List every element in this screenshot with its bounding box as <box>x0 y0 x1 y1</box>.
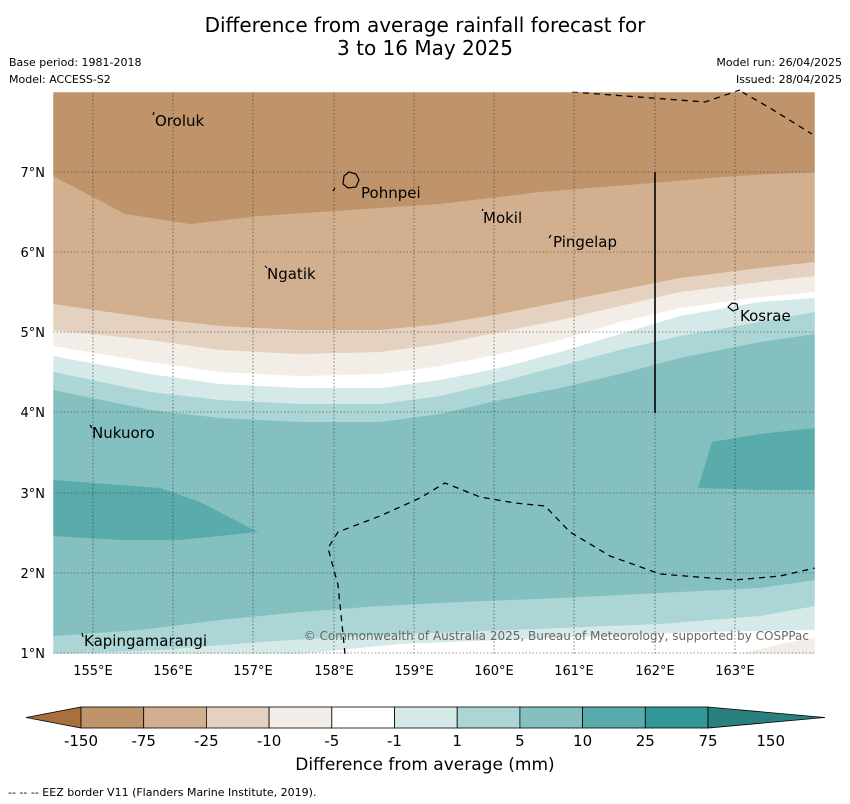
graticule <box>53 92 815 654</box>
lon-label-155e: 155°E <box>73 664 113 679</box>
lat-label-5n: 5°N <box>21 326 46 341</box>
field-minus1-minus5-south <box>740 638 815 654</box>
colorbar-tick-label: 10 <box>573 732 592 750</box>
lon-label-160e: 160°E <box>474 664 514 679</box>
place-label-nukuoro: Nukuoro <box>92 424 155 442</box>
colorbar-segment <box>268 706 333 729</box>
place-label-ngatik: Ngatik <box>267 265 316 283</box>
model-run: Model run: 26/04/2025 <box>716 56 842 69</box>
pohnpei-islet-marker <box>332 187 336 192</box>
lat-label-3n: 3°N <box>21 487 46 502</box>
longitude-axis: 155°E 156°E 157°E 158°E 159°E 160°E 161°… <box>73 664 755 679</box>
lat-label-6n: 6°N <box>21 246 46 261</box>
colorbar-tick-label: -75 <box>131 732 156 750</box>
lon-label-162e: 162°E <box>635 664 675 679</box>
map-frame <box>52 91 816 655</box>
colorbar-segment <box>205 706 270 729</box>
eez-borders <box>327 89 816 655</box>
colorbar-tick-label: 150 <box>756 732 785 750</box>
colorbar-segment <box>456 706 521 729</box>
ngatik-atoll-marker <box>264 265 268 269</box>
latitude-axis: 7°N 6°N 5°N 4°N 3°N 2°N 1°N <box>21 166 46 662</box>
lat-label-7n: 7°N <box>21 166 46 181</box>
place-label-mokil: Mokil <box>483 209 522 227</box>
colorbar-tick-label: -150 <box>64 732 98 750</box>
pohnpei-island-outline <box>342 171 360 189</box>
colorbar-tick-label: 75 <box>698 732 717 750</box>
lon-label-163e: 163°E <box>715 664 755 679</box>
issued-date: Issued: 28/04/2025 <box>735 73 842 86</box>
mokil-atoll-marker <box>481 208 484 212</box>
place-label-pohnpei: Pohnpei <box>361 184 421 202</box>
islands <box>81 111 739 638</box>
lat-label-2n: 2°N <box>21 567 46 582</box>
colorbar-title: Difference from average (mm) <box>295 755 555 775</box>
field-neutral-south <box>300 630 815 654</box>
copyright-notice: © Commonwealth of Australia 2025, Bureau… <box>304 629 809 643</box>
colorbar-tick-label: -1 <box>387 732 402 750</box>
place-label-kosrae: Kosrae <box>740 307 791 325</box>
kapingamarangi-atoll-marker <box>81 632 84 638</box>
contour-fields <box>53 92 815 654</box>
colorbar-tick-label: -25 <box>194 732 219 750</box>
meta-left: Base period: 1981-2018 Model: ACCESS-S2 <box>9 54 141 88</box>
lon-label-161e: 161°E <box>554 664 594 679</box>
eez-border-south <box>327 482 816 655</box>
colorbar-segments <box>25 706 826 729</box>
place-label-oroluk: Oroluk <box>155 112 204 130</box>
lon-label-159e: 159°E <box>394 664 434 679</box>
model-name: Model: ACCESS-S2 <box>9 73 111 86</box>
place-label-kapingamarangi: Kapingamarangi <box>84 632 207 650</box>
colorbar-tick-label: 1 <box>452 732 462 750</box>
field-25-75-west <box>53 480 258 540</box>
colorbar-segment <box>143 706 207 729</box>
field-25-75-east <box>698 428 815 490</box>
nukuoro-atoll-marker <box>89 424 93 429</box>
lon-label-157e: 157°E <box>233 664 273 679</box>
colorbar-tick-labels: -150 -75 -25 -10 -5 -1 1 5 10 25 75 150 <box>64 732 785 750</box>
rainfall-map[interactable]: Oroluk Pohnpei Mokil Pingelap Ngatik Kos… <box>0 0 850 700</box>
colorbar-segment <box>394 706 458 729</box>
colorbar-extend-low <box>25 706 82 729</box>
meta-right: Model run: 26/04/2025 Issued: 28/04/2025 <box>716 54 842 88</box>
place-label-pingelap: Pingelap <box>553 233 617 251</box>
kosrae-island-outline <box>727 302 739 312</box>
title-line-2: 3 to 16 May 2025 <box>337 36 513 60</box>
lat-label-4n: 4°N <box>21 406 46 421</box>
eez-footnote: -- -- -- EEZ border V11 (Flanders Marine… <box>8 786 317 799</box>
colorbar: -150 -75 -25 -10 -5 -1 1 5 10 25 75 150 <box>25 706 826 750</box>
chart-title: Difference from average rainfall forecas… <box>0 14 850 60</box>
colorbar-tick-label: -5 <box>324 732 339 750</box>
colorbar-segment <box>644 706 709 729</box>
colorbar-segment <box>80 706 145 729</box>
place-labels: Oroluk Pohnpei Mokil Pingelap Ngatik Kos… <box>84 112 791 650</box>
field-minus25-minus75 <box>53 92 815 224</box>
eez-border-north <box>571 89 813 135</box>
lon-label-156e: 156°E <box>153 664 193 679</box>
lat-label-1n: 1°N <box>21 647 46 662</box>
colorbar-segment <box>519 706 584 729</box>
oroluk-atoll-marker <box>152 111 155 116</box>
title-line-1: Difference from average rainfall forecas… <box>204 13 646 37</box>
base-period: Base period: 1981-2018 <box>9 56 142 69</box>
colorbar-tick-label: -10 <box>257 732 282 750</box>
colorbar-segment <box>582 706 646 729</box>
lon-label-158e: 158°E <box>314 664 354 679</box>
pingelap-atoll-marker <box>548 234 552 239</box>
colorbar-segment <box>331 706 395 729</box>
colorbar-tick-label: 25 <box>636 732 655 750</box>
colorbar-extend-high <box>707 706 826 729</box>
colorbar-tick-label: 5 <box>515 732 525 750</box>
